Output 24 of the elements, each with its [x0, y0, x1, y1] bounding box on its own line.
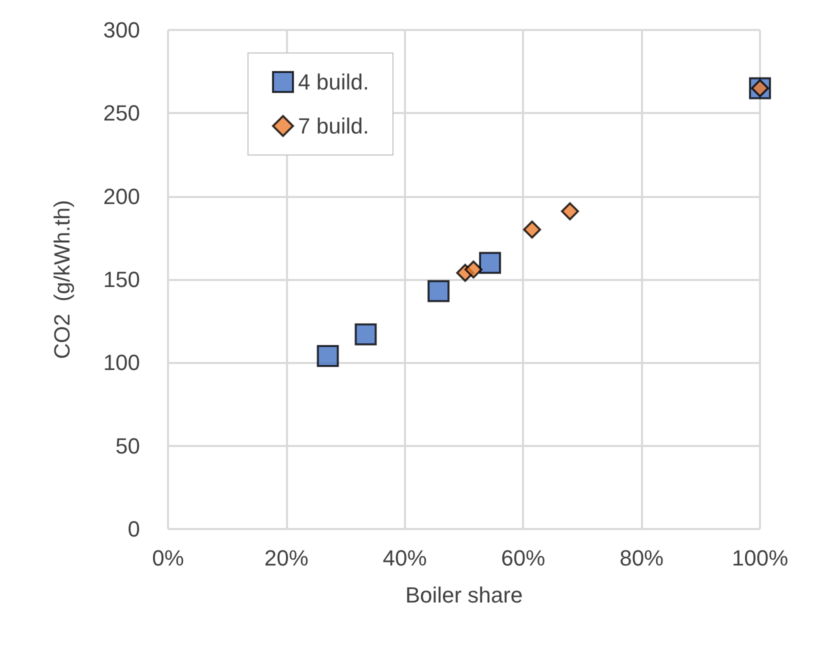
x-tick-label: 60%: [501, 546, 546, 570]
y-tick-label: 0: [128, 516, 140, 542]
x-axis-title: Boiler share: [405, 582, 523, 608]
y-tick-label: 250: [103, 100, 140, 126]
y-tick-label: 300: [103, 18, 140, 42]
x-tick-label: 40%: [382, 546, 427, 570]
y-axis-title: CO2 (g/kWh.th): [50, 200, 74, 359]
legend-label: 4 build.: [298, 70, 369, 94]
point: [354, 323, 377, 346]
x-tick-label: 20%: [264, 546, 308, 570]
x-tick-label: 0%: [152, 546, 184, 570]
point: [523, 220, 542, 239]
x-tick-label: 80%: [620, 546, 664, 570]
y-tick-label: 200: [103, 184, 140, 209]
point: [479, 252, 502, 274]
point: [316, 345, 339, 368]
point: [560, 202, 579, 220]
legend-label: 7 build.: [298, 114, 369, 138]
point: [464, 260, 482, 279]
y-tick-label: 150: [103, 267, 140, 292]
y-tick-label: 50: [116, 433, 140, 458]
y-tick-label: 100: [103, 350, 140, 376]
x-tick-label: 100%: [732, 546, 788, 570]
point: [428, 280, 450, 302]
